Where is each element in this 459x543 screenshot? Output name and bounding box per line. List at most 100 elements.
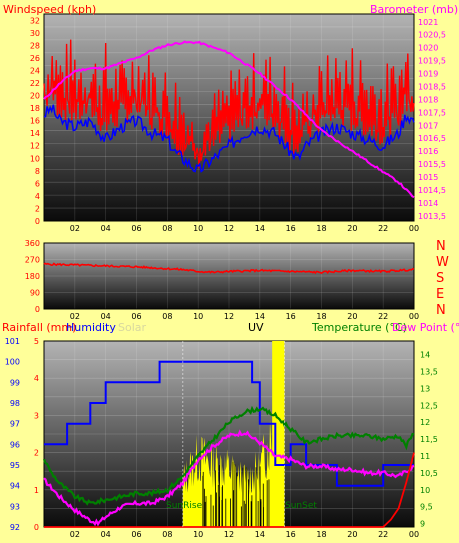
x-tick-label: 00 (409, 312, 419, 321)
y-left-tick-label: 22 (30, 79, 40, 88)
y-tick-label: 180 (25, 272, 40, 281)
x-tick-label: 18 (316, 530, 326, 539)
y-temp-tick-label: 13 (420, 384, 430, 393)
x-tick-label: 02 (70, 530, 80, 539)
y-right-tick-label: 1017 (418, 121, 438, 130)
y-right-tick-label: 1014 (418, 199, 438, 208)
y-humidity-tick-label: 93 (10, 502, 20, 511)
y-temp-tick-label: 13,5 (420, 367, 438, 376)
y-humidity-tick-label: 97 (10, 420, 20, 429)
y-right-tick-label: 1014,5 (418, 186, 446, 195)
x-tick-label: 04 (101, 530, 111, 539)
x-tick-label: 22 (378, 530, 388, 539)
x-tick-label: 18 (316, 224, 326, 233)
x-tick-label: 02 (70, 312, 80, 321)
x-tick-label: 20 (347, 312, 357, 321)
y-left-tick-label: 12 (30, 142, 40, 151)
y-right-tick-label: 1019,5 (418, 57, 446, 66)
y-rain-tick-label: 3 (34, 411, 39, 420)
rain-humidity-temp-panel: 02 04 06 08 10 12 14 16 18 20 22 009293949596979899… (5, 337, 438, 539)
y-humidity-tick-label: 100 (5, 358, 20, 367)
solar-legend-label: Solar (118, 321, 147, 334)
temperature-axis-label: Temperature (°C) (312, 321, 407, 334)
x-tick-label: 06 (131, 530, 141, 539)
x-tick-label: 06 (131, 224, 141, 233)
x-tick-label: 10 (193, 224, 203, 233)
y-rain-tick-label: 2 (34, 449, 39, 458)
x-tick-label: 12 (224, 530, 234, 539)
y-humidity-tick-label: 95 (10, 461, 20, 470)
y-left-tick-label: 18 (30, 104, 40, 113)
y-humidity-tick-label: 101 (5, 337, 20, 346)
y-left-tick-label: 20 (30, 92, 40, 101)
compass-label-s: S (436, 271, 445, 286)
y-left-tick-label: 28 (30, 41, 40, 50)
compass-label-n-bottom: N (436, 303, 446, 318)
y-left-tick-label: 26 (30, 54, 40, 63)
y-right-tick-label: 1020,5 (418, 31, 446, 40)
y-left-tick-label: 24 (30, 66, 40, 75)
y-left-tick-label: 10 (30, 154, 40, 163)
wind-barometer-panel: 02 04 06 08 10 12 14 16 18 20 22 000246810121416182… (30, 13, 446, 233)
y-left-tick-label: 6 (35, 179, 40, 188)
y-right-tick-label: 1013,5 (418, 212, 446, 221)
barometer-axis-label: Barometer (mb) (370, 3, 459, 16)
humidity-legend-label: Humidity (66, 321, 116, 334)
y-right-tick-label: 1021 (418, 18, 438, 27)
y-rain-tick-label: 5 (34, 337, 39, 346)
windspeed-axis-label: Windspeed (kph) (3, 3, 97, 16)
y-right-tick-label: 1018,5 (418, 82, 446, 91)
solar-peak-bar (272, 341, 285, 527)
y-temp-tick-label: 12,5 (420, 401, 438, 410)
series-line-wind-direction (43, 262, 415, 275)
x-tick-label: 00 (409, 530, 419, 539)
series-line-dewpoint (43, 429, 415, 527)
compass-label-n-top: N (436, 239, 446, 254)
x-tick-label: 12 (224, 224, 234, 233)
x-tick-label: 06 (131, 312, 141, 321)
x-tick-label: 16 (286, 312, 296, 321)
x-tick-label: 16 (286, 224, 296, 233)
y-temp-tick-label: 9 (420, 520, 425, 529)
series-line-barometer (43, 40, 415, 199)
y-tick-label: 90 (30, 289, 40, 298)
y-temp-tick-label: 10 (420, 486, 430, 495)
x-tick-label: 04 (101, 312, 111, 321)
x-tick-label: 00 (409, 224, 419, 233)
x-tick-label: 14 (255, 224, 265, 233)
x-tick-label: 02 (70, 224, 80, 233)
x-tick-label: 20 (347, 224, 357, 233)
y-tick-label: 0 (35, 305, 40, 314)
y-humidity-tick-label: 96 (10, 440, 20, 449)
y-temp-tick-label: 11 (420, 452, 430, 461)
x-tick-label: 12 (224, 312, 234, 321)
y-rain-tick-label: 0 (34, 523, 39, 532)
compass-label-e: E (436, 287, 445, 302)
y-left-tick-label: 8 (35, 167, 40, 176)
x-tick-label: 08 (162, 224, 172, 233)
series-line-wind-average (43, 104, 415, 173)
y-humidity-tick-label: 98 (10, 399, 20, 408)
y-left-tick-label: 16 (30, 117, 40, 126)
y-temp-tick-label: 14 (420, 351, 430, 360)
sunrise-marker-label: SunRise (166, 501, 203, 511)
x-tick-label: 18 (316, 312, 326, 321)
x-tick-label: 16 (286, 530, 296, 539)
x-tick-label: 14 (255, 530, 265, 539)
uv-legend-label: UV (248, 321, 264, 334)
x-tick-label: 20 (347, 530, 357, 539)
y-right-tick-label: 1016 (418, 147, 438, 156)
y-rain-tick-label: 1 (34, 486, 39, 495)
y-right-tick-label: 1015 (418, 173, 438, 182)
y-tick-label: 360 (25, 239, 40, 248)
y-right-tick-label: 1017,5 (418, 108, 446, 117)
y-left-tick-label: 14 (30, 129, 40, 138)
y-temp-tick-label: 11,5 (420, 435, 438, 444)
x-tick-label: 08 (162, 312, 172, 321)
y-right-tick-label: 1018 (418, 95, 438, 104)
y-tick-label: 270 (25, 256, 40, 265)
y-left-tick-label: 30 (30, 29, 40, 38)
y-right-tick-label: 1015,5 (418, 160, 446, 169)
